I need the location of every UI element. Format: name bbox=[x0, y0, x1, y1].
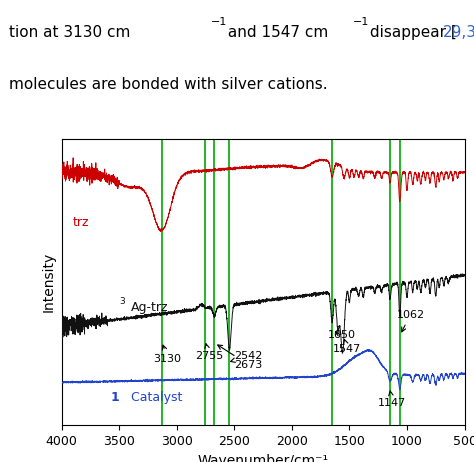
X-axis label: Wavenumber/cm⁻¹: Wavenumber/cm⁻¹ bbox=[198, 453, 328, 462]
Text: and 1547 cm: and 1547 cm bbox=[223, 25, 328, 40]
Text: 1: 1 bbox=[110, 391, 119, 404]
Text: −1: −1 bbox=[353, 17, 370, 27]
Y-axis label: Intensity: Intensity bbox=[42, 252, 56, 312]
Text: 1062: 1062 bbox=[396, 310, 425, 332]
Text: 3130: 3130 bbox=[154, 345, 182, 364]
Text: 29,3: 29,3 bbox=[443, 25, 474, 40]
Text: 1147: 1147 bbox=[378, 391, 406, 408]
Text: molecules are bonded with silver cations.: molecules are bonded with silver cations… bbox=[9, 77, 328, 91]
Text: trz: trz bbox=[73, 216, 90, 229]
Text: tion at 3130 cm: tion at 3130 cm bbox=[9, 25, 131, 40]
Text: Ag-trz: Ag-trz bbox=[131, 301, 168, 314]
Text: 1650: 1650 bbox=[328, 330, 356, 340]
Text: 2542: 2542 bbox=[231, 351, 263, 362]
Text: 2755: 2755 bbox=[195, 344, 223, 361]
Text: Catalyst: Catalyst bbox=[131, 391, 186, 404]
Text: 3: 3 bbox=[120, 297, 126, 306]
Text: 2673: 2673 bbox=[218, 345, 263, 370]
Text: 1547: 1547 bbox=[333, 340, 362, 353]
Text: −1: −1 bbox=[211, 17, 228, 27]
Text: disappear [: disappear [ bbox=[365, 25, 457, 40]
